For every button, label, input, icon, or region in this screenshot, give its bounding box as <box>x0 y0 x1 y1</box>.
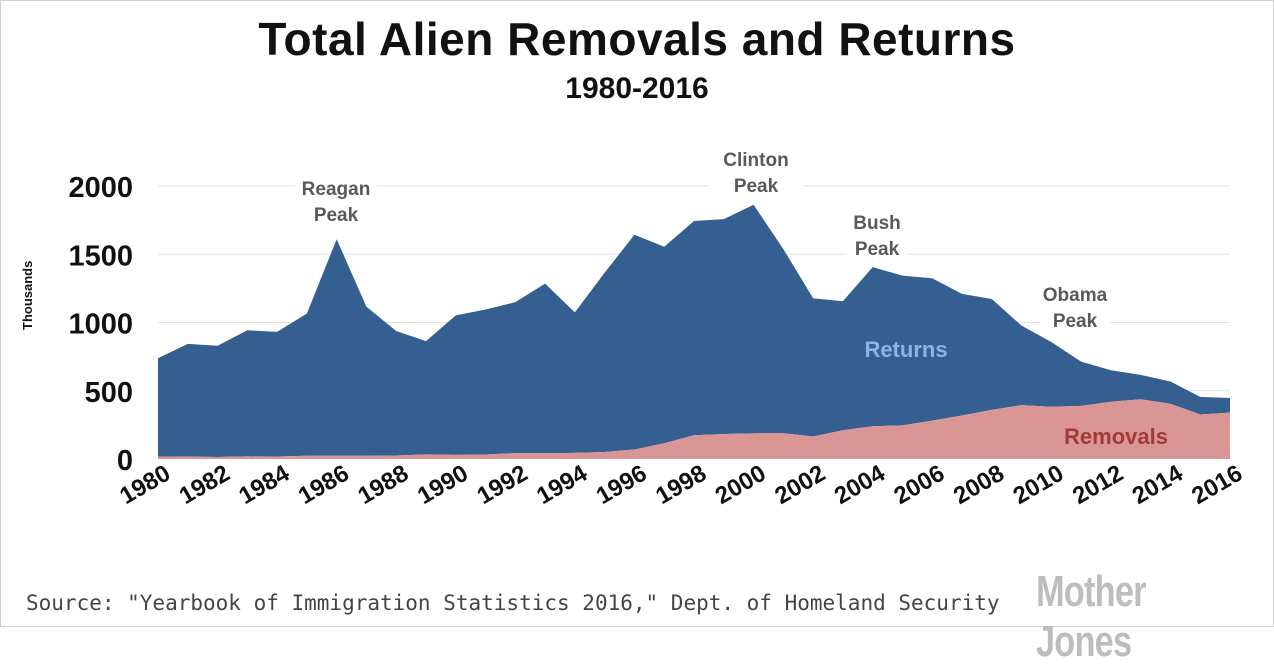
removals-series-label: Removals <box>1064 424 1168 449</box>
y-tick-label: 2000 <box>68 172 133 204</box>
x-tick-label: 1998 <box>651 460 711 510</box>
chart-subtitle: 1980-2016 <box>565 72 709 105</box>
y-tick-label: 1500 <box>68 240 133 272</box>
x-tick-label: 2008 <box>949 460 1009 510</box>
removals-area <box>158 399 1230 459</box>
chart-title: Total Alien Removals and Returns <box>258 13 1016 65</box>
x-tick-label: 1992 <box>473 460 533 510</box>
x-tick-label: 2014 <box>1128 459 1188 509</box>
annotation-label: Peak <box>734 176 779 197</box>
annotation-background <box>709 144 803 198</box>
annotation-label: Peak <box>1053 311 1098 332</box>
x-tick-label: 1994 <box>532 459 592 509</box>
x-tick-label: 1982 <box>175 460 235 510</box>
annotation-label: Reagan <box>302 179 371 200</box>
x-tick-label: 2016 <box>1187 460 1247 510</box>
annotation-label: Clinton <box>723 150 788 171</box>
x-tick-label: 1988 <box>353 460 413 510</box>
annotation-background <box>295 173 377 227</box>
x-tick-label: 1986 <box>294 460 354 510</box>
x-tick-label: 2004 <box>830 459 890 509</box>
annotation-label: Obama <box>1043 285 1108 306</box>
returns-series-label: Returns <box>864 337 947 362</box>
returns-area <box>158 204 1230 457</box>
x-tick-label: 1996 <box>592 460 652 510</box>
x-tick-label: 2006 <box>889 460 949 510</box>
x-tick-label: 2002 <box>770 460 830 510</box>
y-tick-label: 1000 <box>68 309 133 341</box>
y-tick-label: 0 <box>117 445 133 477</box>
x-tick-label: 1984 <box>234 459 294 509</box>
annotation-label: Bush <box>853 213 901 234</box>
x-tick-label: 2012 <box>1068 460 1128 510</box>
y-tick-label: 500 <box>85 377 133 409</box>
annotation-background <box>1039 279 1111 333</box>
x-tick-label: 1990 <box>413 460 473 510</box>
annotation-label: Peak <box>855 239 900 260</box>
annotation-background <box>847 207 907 261</box>
brand-logo: Mother Jones <box>1036 567 1146 666</box>
x-tick-label: 2010 <box>1009 460 1069 510</box>
x-tick-label: 2000 <box>711 460 771 510</box>
annotation-label: Peak <box>314 205 359 226</box>
source-note: Source: "Yearbook of Immigration Statist… <box>26 591 1000 615</box>
